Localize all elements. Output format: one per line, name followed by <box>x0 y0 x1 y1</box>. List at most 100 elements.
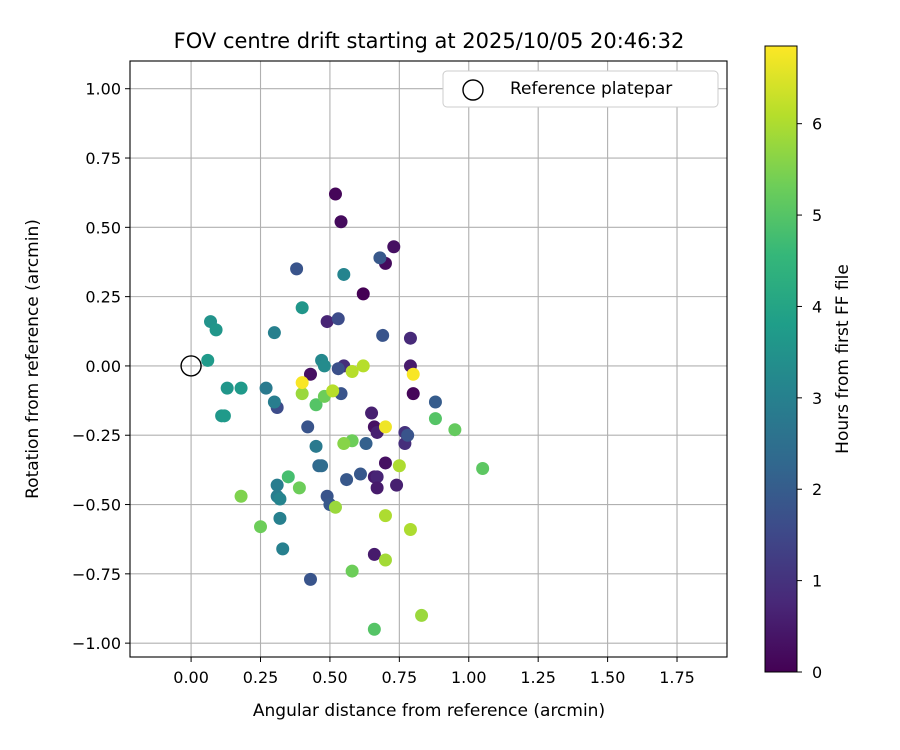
data-point <box>295 376 309 390</box>
data-point <box>448 423 462 437</box>
data-point <box>267 326 281 340</box>
legend-entry-reference-platepar: Reference platepar <box>510 79 672 99</box>
data-point <box>476 461 490 475</box>
data-point <box>370 470 384 484</box>
colorbar-tick-label: 3 <box>812 389 822 408</box>
data-point <box>301 420 315 434</box>
data-point <box>367 547 381 561</box>
x-tick-label: 0.50 <box>312 668 348 687</box>
data-point <box>276 542 290 556</box>
colorbar-tick-label: 5 <box>812 206 822 225</box>
y-tick-label: 0.75 <box>85 149 121 168</box>
data-points <box>201 187 490 636</box>
data-point <box>353 467 367 481</box>
x-axis-label: Angular distance from reference (arcmin) <box>253 701 605 721</box>
data-point <box>234 381 248 395</box>
x-tick-label: 1.50 <box>590 668 626 687</box>
colorbar-gradient <box>764 45 798 673</box>
data-point <box>406 367 420 381</box>
y-tick-label: 0.50 <box>85 218 121 237</box>
data-point <box>309 398 323 412</box>
data-point <box>254 520 268 534</box>
y-axis-label: Rotation from reference (arcmin) <box>23 219 43 499</box>
colorbar-tick-label: 6 <box>812 115 822 134</box>
y-tick-label: −1.00 <box>72 634 121 653</box>
x-tick-label: 1.00 <box>451 668 487 687</box>
data-point <box>345 364 359 378</box>
data-point <box>328 187 342 201</box>
data-point <box>273 511 287 525</box>
data-point <box>295 301 309 315</box>
data-point <box>334 215 348 229</box>
reference-platepar-marker <box>180 355 202 377</box>
data-point <box>217 409 231 423</box>
data-point <box>356 359 370 373</box>
data-point <box>387 240 401 254</box>
data-point <box>259 381 273 395</box>
x-tick-label: 1.75 <box>659 668 695 687</box>
y-tick-label: −0.50 <box>72 496 121 515</box>
data-point <box>326 384 340 398</box>
data-point <box>403 522 417 536</box>
y-axis-ticks: −1.00 −0.75 −0.50 −0.25 0.00 0.25 0.50 0.75 1.00 <box>72 80 130 653</box>
data-point <box>273 492 287 506</box>
y-tick-label: −0.25 <box>72 426 121 445</box>
data-point <box>337 437 351 451</box>
data-point <box>303 572 317 586</box>
data-point <box>378 420 392 434</box>
grid-lines <box>130 61 727 657</box>
data-point <box>320 315 334 329</box>
data-point <box>295 387 309 401</box>
data-point <box>281 470 295 484</box>
colorbar-ticks: 0 1 2 3 4 5 6 <box>797 115 822 682</box>
data-point <box>270 478 284 492</box>
data-point <box>303 367 317 381</box>
colorbar-tick-label: 0 <box>812 663 822 682</box>
x-axis-ticks: 0.00 0.25 0.50 0.75 1.00 1.25 1.50 1.75 <box>173 657 695 687</box>
y-tick-label: −0.75 <box>72 565 121 584</box>
data-point <box>345 564 359 578</box>
colorbar-tick-label: 2 <box>812 480 822 499</box>
y-tick-label: 1.00 <box>85 80 121 99</box>
data-point <box>378 553 392 567</box>
data-point <box>317 359 331 373</box>
data-point <box>401 428 415 442</box>
data-point <box>234 489 248 503</box>
data-point <box>340 473 354 487</box>
data-point <box>415 608 429 622</box>
data-point <box>428 395 442 409</box>
data-point <box>378 456 392 470</box>
colorbar: 0 1 2 3 4 5 6 Hours from first FF file <box>764 45 853 682</box>
data-point <box>356 287 370 301</box>
data-point <box>406 387 420 401</box>
legend: Reference platepar <box>442 70 719 108</box>
data-point <box>315 459 329 473</box>
data-point <box>359 437 373 451</box>
data-point <box>365 406 379 420</box>
data-point <box>403 331 417 345</box>
data-point <box>378 509 392 523</box>
data-point <box>309 439 323 453</box>
plot-frame <box>129 60 728 658</box>
data-point <box>370 481 384 495</box>
legend-box <box>442 70 719 108</box>
data-point <box>373 251 387 265</box>
data-point <box>331 312 345 326</box>
data-point <box>209 323 223 337</box>
legend-reference-marker <box>462 79 484 101</box>
x-tick-label: 1.25 <box>520 668 556 687</box>
data-point <box>292 481 306 495</box>
data-point <box>290 262 304 276</box>
data-point <box>376 328 390 342</box>
data-point <box>428 412 442 426</box>
data-point <box>331 362 345 376</box>
x-tick-label: 0.00 <box>173 668 209 687</box>
data-point <box>392 459 406 473</box>
data-point <box>201 353 215 367</box>
x-tick-label: 0.25 <box>243 668 279 687</box>
data-point <box>220 381 234 395</box>
data-point <box>390 478 404 492</box>
colorbar-label: Hours from first FF file <box>833 264 853 454</box>
x-tick-label: 0.75 <box>382 668 418 687</box>
